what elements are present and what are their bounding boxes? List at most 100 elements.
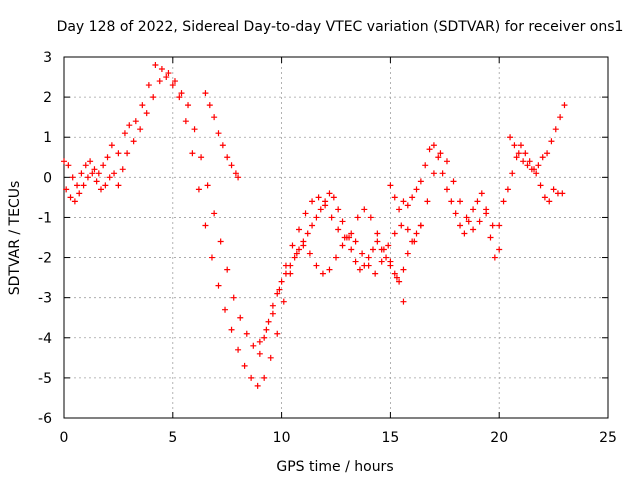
data-point (437, 150, 444, 157)
data-point (385, 242, 392, 249)
series-1 (63, 74, 503, 389)
data-point (289, 242, 296, 249)
data-point (241, 362, 248, 369)
data-point (430, 170, 437, 177)
data-point (91, 166, 98, 173)
data-point (296, 226, 303, 233)
series-4 (387, 102, 568, 261)
data-point (74, 182, 81, 189)
data-point (396, 278, 403, 285)
series-0 (61, 62, 407, 349)
data-point (139, 102, 146, 109)
data-point (335, 206, 342, 213)
data-point (274, 290, 281, 297)
data-point (228, 326, 235, 333)
data-point (361, 262, 368, 269)
data-point (526, 158, 533, 165)
y-tick-label: -3 (38, 291, 52, 307)
data-point (215, 130, 222, 137)
data-point (387, 262, 394, 269)
data-point (261, 334, 268, 341)
data-point (348, 230, 355, 237)
data-point (470, 206, 477, 213)
y-tick-label: 1 (43, 130, 52, 146)
data-point (391, 194, 398, 201)
data-point (202, 90, 209, 97)
y-tick-label: 2 (43, 90, 52, 106)
data-point (522, 150, 529, 157)
data-point (400, 266, 407, 273)
data-point (333, 254, 339, 261)
data-point (158, 66, 165, 73)
data-point (328, 214, 335, 221)
data-point (256, 350, 263, 357)
data-point (541, 194, 548, 201)
data-point (235, 346, 242, 353)
data-point (282, 270, 289, 277)
grid-lines (64, 57, 608, 418)
data-point (293, 250, 300, 257)
data-point (224, 266, 231, 273)
data-point (76, 190, 83, 197)
data-point (265, 318, 272, 325)
data-point (439, 170, 446, 177)
data-point (356, 266, 363, 273)
data-point (461, 230, 468, 237)
data-point (211, 114, 218, 121)
data-point (185, 102, 192, 109)
series-3 (256, 190, 424, 357)
data-point (409, 194, 416, 201)
data-point (208, 254, 215, 261)
data-point (300, 238, 307, 245)
y-tick-label: -6 (38, 411, 52, 427)
data-point (515, 150, 522, 157)
y-axis-label: SDTVAR / TECUs (7, 181, 23, 296)
data-point (132, 118, 139, 125)
data-point (400, 298, 407, 305)
data-point (354, 214, 361, 221)
data-point (535, 162, 542, 169)
data-point (487, 234, 494, 241)
data-point (93, 178, 100, 185)
data-point (248, 374, 255, 381)
x-tick-label: 25 (599, 430, 617, 446)
data-point (483, 210, 490, 217)
data-point (115, 150, 122, 157)
data-point (513, 154, 520, 161)
data-point (537, 182, 544, 189)
data-point (274, 330, 281, 337)
data-point (278, 278, 285, 285)
data-point (97, 186, 104, 193)
data-point (548, 138, 555, 145)
data-point (100, 162, 107, 169)
data-point (304, 230, 311, 237)
data-point (452, 210, 459, 217)
data-point (313, 214, 320, 221)
data-point (102, 182, 109, 189)
data-point (450, 178, 457, 185)
data-point (528, 166, 535, 173)
data-point (557, 114, 564, 121)
data-point (378, 246, 385, 253)
data-point (517, 142, 524, 149)
y-tick-label: -2 (38, 251, 52, 267)
y-tick-label: 0 (43, 170, 52, 186)
data-point (130, 138, 137, 145)
data-point (126, 122, 133, 129)
x-tick-label: 10 (273, 430, 291, 446)
data-point (378, 258, 385, 265)
data-point (306, 250, 313, 257)
data-point (215, 282, 222, 289)
y-axis: 3 2 1 0 -1 -2 -3 -4 -5 -6 (38, 50, 608, 427)
data-point (409, 238, 416, 245)
y-tick-label: 3 (43, 50, 52, 66)
data-point (496, 246, 503, 253)
y-tick-label: -1 (38, 210, 52, 226)
data-point (339, 242, 346, 249)
data-point (243, 330, 250, 337)
data-point (400, 198, 407, 205)
plot-frame (63, 56, 609, 419)
data-point (365, 254, 372, 261)
data-point (367, 214, 374, 221)
data-point (137, 126, 144, 133)
